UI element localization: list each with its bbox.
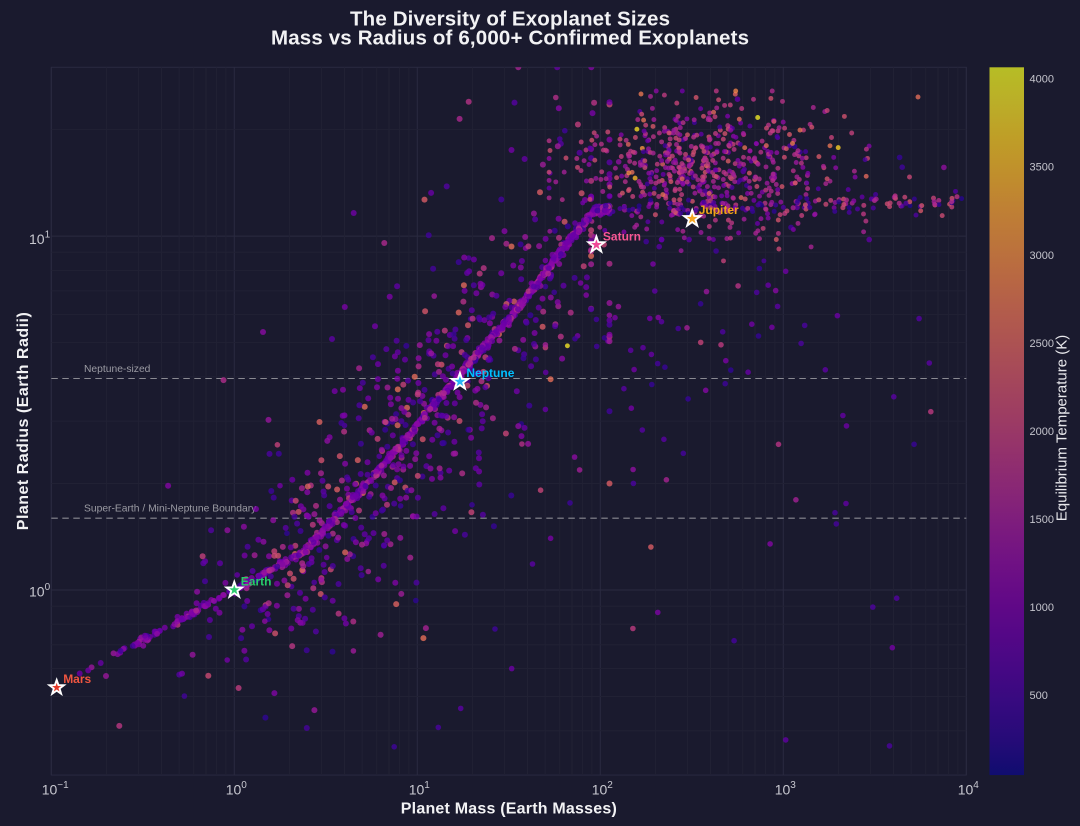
svg-text:Planet Radius (Earth Radii): Planet Radius (Earth Radii) [15, 312, 32, 530]
svg-text:Super-Earth / Mini-Neptune Bou: Super-Earth / Mini-Neptune Boundary [84, 504, 257, 515]
svg-text:4000: 4000 [1030, 74, 1054, 86]
svg-text:1500: 1500 [1030, 514, 1054, 526]
svg-text:Saturn: Saturn [603, 229, 641, 243]
svg-text:2000: 2000 [1030, 426, 1054, 438]
svg-text:Planet Mass (Earth Masses): Planet Mass (Earth Masses) [401, 801, 617, 818]
svg-text:500: 500 [1030, 690, 1048, 702]
svg-text:1000: 1000 [1030, 602, 1054, 614]
svg-text:The Diversity of Exoplanet Siz: The Diversity of Exoplanet Sizes [350, 8, 670, 31]
svg-text:Neptune-sized: Neptune-sized [84, 364, 151, 375]
svg-text:3000: 3000 [1030, 250, 1054, 262]
svg-text:2500: 2500 [1030, 338, 1054, 350]
svg-text:Equilibrium Temperature (K): Equilibrium Temperature (K) [1054, 335, 1071, 521]
svg-text:3500: 3500 [1030, 162, 1054, 174]
svg-text:Neptune: Neptune [466, 366, 514, 380]
svg-text:Mass vs Radius of 6,000+ Confi: Mass vs Radius of 6,000+ Confirmed Exopl… [271, 27, 749, 50]
svg-text:Earth: Earth [241, 575, 272, 589]
svg-text:Jupiter: Jupiter [699, 203, 739, 217]
svg-text:Mars: Mars [63, 672, 91, 686]
